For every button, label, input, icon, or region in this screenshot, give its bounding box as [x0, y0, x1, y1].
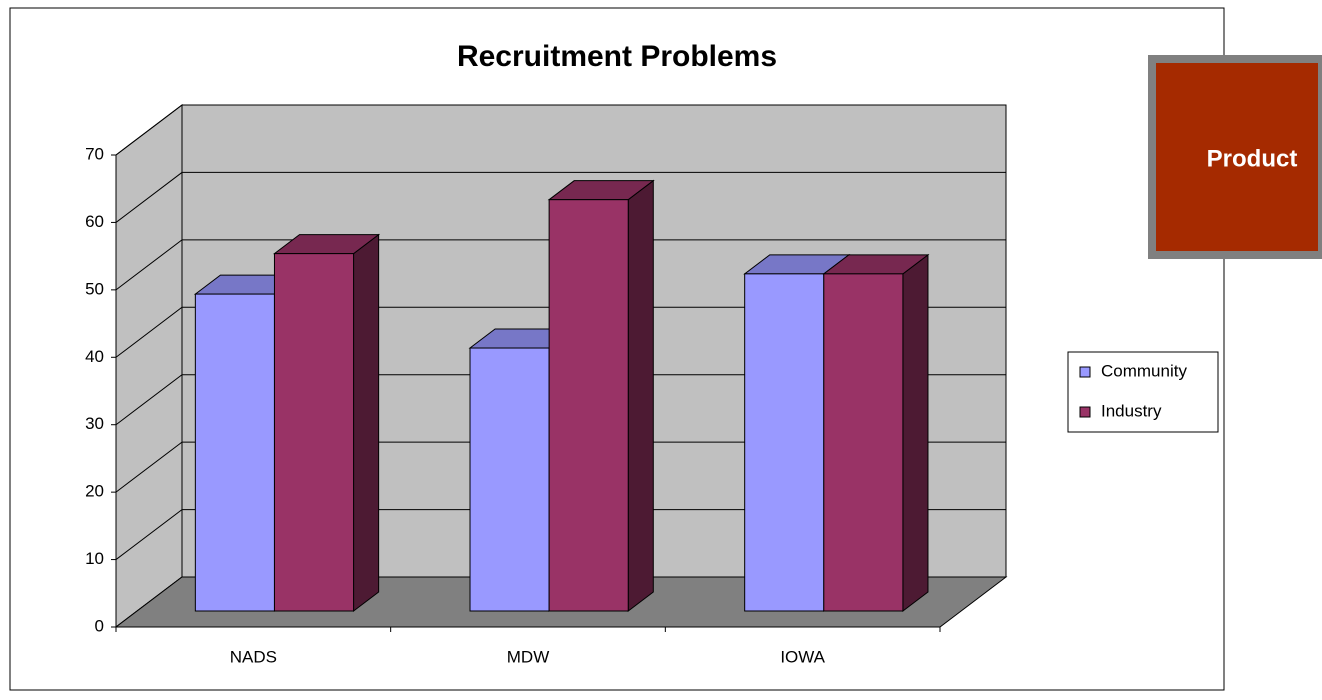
x-tick-label: MDW — [507, 647, 549, 666]
x-tick-label: IOWA — [780, 647, 825, 666]
y-tick-label: 20 — [85, 482, 104, 501]
bar — [548, 199, 629, 612]
bar — [273, 253, 355, 612]
y-tick-label: 40 — [85, 347, 104, 366]
grid-line — [115, 239, 1006, 291]
bar — [744, 273, 825, 612]
x-tick-label: NADS — [230, 647, 277, 666]
y-tick-label: 0 — [95, 616, 104, 635]
annotation-box — [1148, 55, 1322, 259]
y-tick-label: 10 — [85, 549, 104, 568]
bar — [194, 293, 275, 612]
grid-line — [115, 104, 1006, 156]
y-tick-label: 70 — [85, 144, 104, 163]
chart-title: Recruitment Problems — [457, 40, 777, 73]
legend-label: Industry — [1101, 401, 1162, 420]
grid-line — [115, 441, 1006, 493]
grid-line — [115, 374, 1006, 426]
bar-side — [902, 253, 929, 613]
side-wall — [115, 103, 183, 629]
grid-line — [115, 509, 1006, 560]
y-tick-label: 50 — [85, 279, 104, 298]
legend-label: Community — [1101, 361, 1187, 380]
legend-swatch — [1079, 406, 1091, 418]
y-tick-label: 30 — [85, 414, 104, 433]
bar — [469, 347, 550, 612]
bar-side — [627, 179, 654, 613]
grid-line — [115, 171, 1006, 223]
bar — [823, 273, 904, 612]
bar-side — [353, 233, 380, 613]
annotation: Product — [1207, 145, 1298, 172]
y-tick-label: 60 — [85, 212, 104, 231]
legend-swatch — [1079, 366, 1091, 378]
legend-box — [1067, 351, 1219, 433]
grid-line — [115, 306, 1006, 358]
